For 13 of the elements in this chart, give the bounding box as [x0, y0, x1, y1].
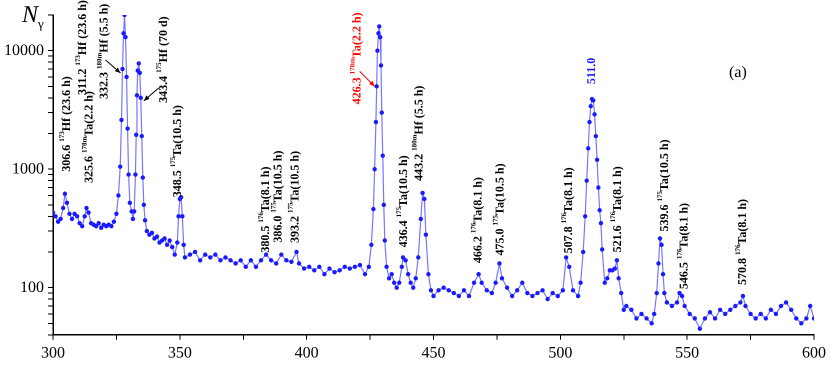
x-tick-label: 500 [548, 344, 572, 362]
x-tick-label: 550 [675, 344, 700, 362]
y-tick-label: 100 [20, 278, 44, 296]
annotation: (a) [729, 64, 747, 81]
y-axis-title: N$_{γ}$ [22, 2, 44, 32]
x-tick-label: 350 [168, 344, 192, 362]
x-tick-label: 450 [422, 344, 446, 362]
y-tick-label: 1000 [12, 160, 44, 178]
y-tick-label: 10000 [4, 42, 44, 59]
x-tick-label: 400 [294, 344, 319, 362]
x-tick-label: 300 [41, 344, 65, 362]
x-tick-label: 600 [802, 344, 826, 362]
annotation: 511.0 [584, 58, 598, 84]
